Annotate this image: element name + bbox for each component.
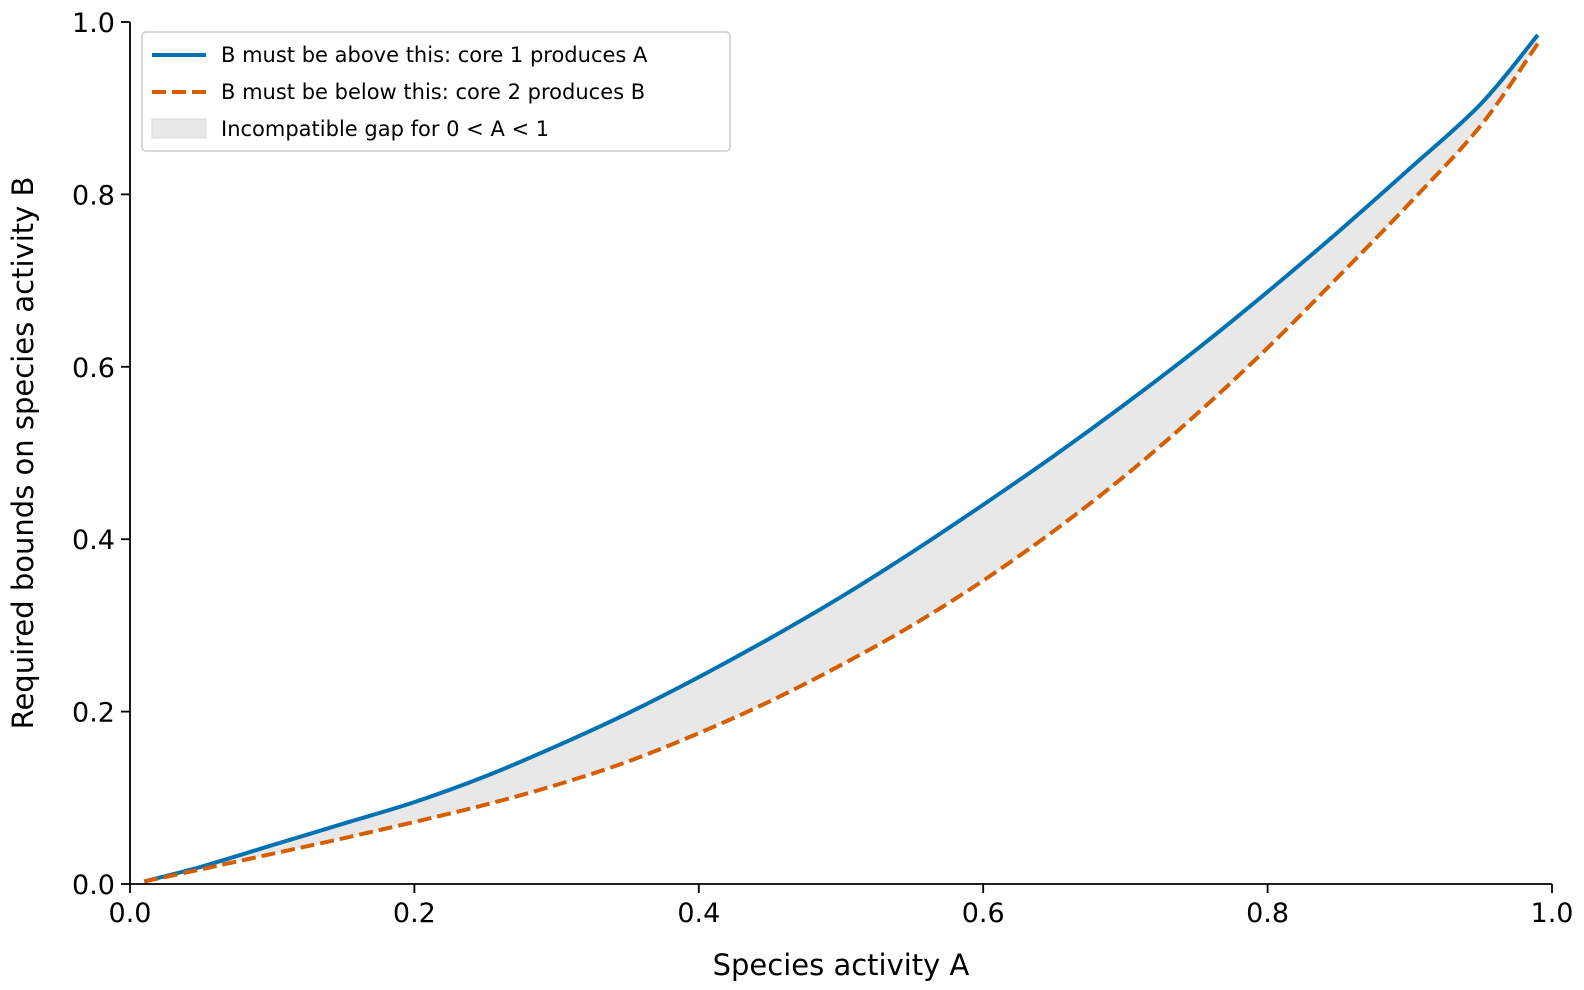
x-tick-label: 1.0 bbox=[1531, 898, 1574, 929]
incompatible-gap-fill bbox=[144, 34, 1538, 882]
legend-label-gap: Incompatible gap for 0 < A < 1 bbox=[221, 117, 549, 141]
y-tick-label: 0.2 bbox=[72, 698, 115, 729]
y-tick-label: 0.0 bbox=[72, 870, 115, 901]
y-tick-label: 0.6 bbox=[72, 353, 115, 384]
legend-label-core2: B must be below this: core 2 produces B bbox=[221, 80, 645, 104]
x-tick-label: 0.2 bbox=[393, 898, 436, 929]
legend-label-core1: B must be above this: core 1 produces A bbox=[221, 43, 648, 67]
legend: B must be above this: core 1 produces A … bbox=[141, 31, 731, 152]
x-ticks: 0.0 0.2 0.4 0.6 0.8 1.0 bbox=[109, 884, 1574, 929]
x-tick-label: 0.0 bbox=[109, 898, 152, 929]
y-axis-title: Required bounds on species activity B bbox=[6, 177, 40, 730]
plot-area bbox=[143, 33, 1540, 884]
x-tick-label: 0.6 bbox=[962, 898, 1005, 929]
y-tick-label: 0.4 bbox=[72, 525, 115, 556]
legend-swatch-gap bbox=[151, 118, 207, 139]
y-tick-label: 0.8 bbox=[72, 180, 115, 211]
y-ticks: 0.0 0.2 0.4 0.6 0.8 1.0 bbox=[72, 8, 130, 901]
series-line-core1 bbox=[143, 33, 1540, 884]
x-axis-title: Species activity A bbox=[713, 948, 970, 982]
y-tick-label: 1.0 bbox=[72, 8, 115, 39]
legend-frame bbox=[141, 31, 731, 152]
x-tick-label: 0.8 bbox=[1246, 898, 1289, 929]
x-tick-label: 0.4 bbox=[677, 898, 720, 929]
series-line-core2 bbox=[143, 42, 1540, 884]
